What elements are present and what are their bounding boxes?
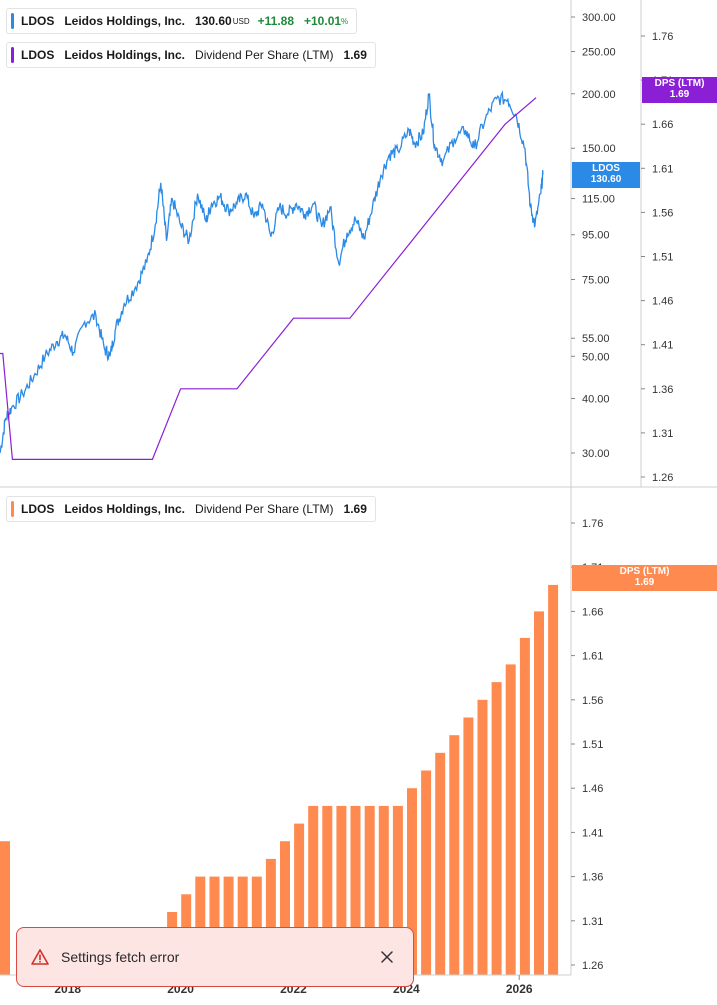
price-last-tag: LDOS 130.60 — [572, 162, 640, 188]
dps-bottom-tick-label: 1.36 — [582, 872, 603, 884]
dps-bottom-tag: DPS (LTM) 1.69 — [572, 565, 717, 591]
dps-bar — [350, 805, 361, 975]
dps-legend-bottom-value: 1.69 — [343, 502, 367, 516]
price-legend-price: 130.60 — [195, 14, 232, 28]
price-tick-label: 50.00 — [582, 351, 610, 363]
dps-top-tick-label: 1.41 — [652, 340, 673, 352]
dps-bar — [280, 841, 290, 975]
dps-top-tag-title: DPS (LTM) — [654, 78, 705, 89]
dps-top-tick-label: 1.31 — [652, 428, 673, 440]
price-tick-label: 115.00 — [582, 194, 615, 206]
price-legend-pct-symbol: % — [341, 16, 349, 26]
dps-bar — [519, 637, 530, 975]
dps-bar — [308, 805, 319, 975]
dps-top-tick-label: 1.61 — [652, 163, 673, 175]
dps-legend-top-company: Leidos Holdings, Inc. — [64, 48, 186, 62]
price-legend: LDOS Leidos Holdings, Inc. 130.60 USD +1… — [6, 8, 358, 34]
dps-bar — [223, 876, 234, 975]
dps-bottom-tick-label: 1.41 — [582, 827, 603, 839]
dps-bar — [294, 823, 305, 975]
price-tick-label: 75.00 — [582, 274, 610, 286]
price-legend-change-pct: +10.01 — [304, 14, 342, 28]
dps-bar — [195, 876, 206, 975]
dps-bar — [364, 805, 375, 975]
dps-legend-top-swatch — [11, 47, 14, 63]
dps-bar — [265, 858, 276, 975]
dps-bottom-tick-label: 1.61 — [582, 651, 603, 663]
dps-legend-top-metric: Dividend Per Share (LTM) — [195, 48, 334, 62]
dps-bar — [505, 664, 516, 975]
dps-bottom-tag-title: DPS (LTM) — [619, 566, 670, 577]
price-series-line — [0, 90, 544, 454]
price-tick-label: 150.00 — [582, 143, 616, 155]
dps-top-tag-value: 1.69 — [669, 89, 690, 100]
price-last-tag-value: 130.60 — [590, 174, 622, 185]
dps-bar — [449, 735, 460, 975]
price-tick-label: 40.00 — [582, 394, 610, 406]
dps-top-tick-label: 1.51 — [652, 252, 673, 264]
dps-legend-top-ticker: LDOS — [21, 48, 55, 62]
dps-legend-top: LDOS Leidos Holdings, Inc. Dividend Per … — [6, 42, 376, 68]
error-toast: Settings fetch error — [16, 927, 414, 987]
dps-legend-bottom-company: Leidos Holdings, Inc. — [64, 502, 186, 516]
dps-bar — [322, 805, 333, 975]
dps-bottom-tick-label: 1.66 — [582, 606, 603, 618]
dps-bar — [378, 805, 389, 975]
dps-bar — [435, 752, 446, 975]
price-tick-label: 250.00 — [582, 47, 616, 59]
dps-top-tick-label: 1.66 — [652, 119, 673, 131]
price-tick-label: 95.00 — [582, 230, 610, 242]
dps-bar — [548, 584, 559, 975]
dps-legend-bottom-metric: Dividend Per Share (LTM) — [195, 502, 334, 516]
dps-bar — [534, 611, 544, 975]
price-tick-label: 55.00 — [582, 333, 610, 345]
dps-legend-bottom-swatch — [11, 501, 14, 517]
price-legend-ticker: LDOS — [21, 14, 55, 28]
dps-bottom-tick-label: 1.56 — [582, 695, 603, 707]
dps-top-tick-label: 1.46 — [652, 296, 673, 308]
dps-bottom-tick-label: 1.31 — [582, 916, 603, 928]
dps-top-tick-label: 1.36 — [652, 384, 673, 396]
dps-bar — [336, 805, 347, 975]
dps-bar — [237, 876, 248, 975]
dps-legend-bottom-ticker: LDOS — [21, 502, 55, 516]
dps-bar — [421, 770, 432, 975]
price-tick-label: 300.00 — [582, 12, 616, 24]
dps-bottom-tag-value: 1.69 — [634, 577, 655, 588]
warning-icon — [31, 949, 49, 965]
dps-top-tick-label: 1.56 — [652, 207, 673, 219]
dps-bar — [407, 788, 417, 975]
dps-bottom-tick-label: 1.26 — [582, 960, 603, 972]
x-tick-label: 2026 — [506, 982, 533, 996]
toast-message: Settings fetch error — [61, 949, 180, 965]
price-tick-label: 200.00 — [582, 89, 616, 101]
price-legend-change: +11.88 — [257, 14, 294, 28]
dps-legend-top-value: 1.69 — [343, 48, 367, 62]
close-icon[interactable] — [379, 949, 395, 965]
price-tick-label: 30.00 — [582, 448, 610, 460]
dps-bar — [209, 876, 220, 975]
dps-bottom-tick-label: 1.51 — [582, 739, 603, 751]
dps-top-tag: DPS (LTM) 1.69 — [642, 77, 717, 103]
dps-bar — [491, 682, 502, 975]
dps-bar — [477, 699, 488, 975]
price-legend-swatch — [11, 13, 14, 29]
dps-series-line — [0, 97, 537, 460]
dps-bar — [392, 805, 403, 975]
price-last-tag-name: LDOS — [592, 163, 620, 174]
price-legend-company: Leidos Holdings, Inc. — [64, 14, 186, 28]
dps-bottom-tick-label: 1.76 — [582, 518, 603, 530]
dps-top-tick-label: 1.26 — [652, 472, 673, 484]
dps-legend-bottom: LDOS Leidos Holdings, Inc. Dividend Per … — [6, 496, 376, 522]
dps-bar — [251, 876, 262, 975]
price-legend-currency: USD — [232, 16, 250, 26]
dps-bar — [463, 717, 474, 975]
dps-bottom-tick-label: 1.46 — [582, 783, 603, 795]
dps-bar — [0, 841, 10, 975]
dps-top-tick-label: 1.76 — [652, 31, 673, 43]
